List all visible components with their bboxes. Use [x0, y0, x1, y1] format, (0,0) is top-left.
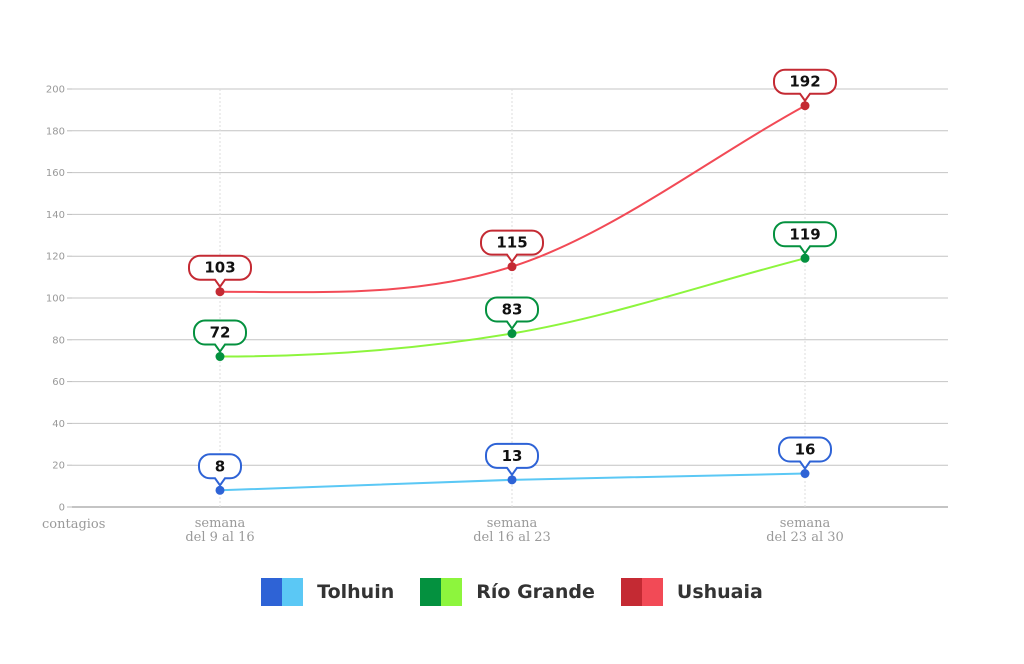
- data-label-bubble: [773, 221, 837, 256]
- y-tick-label: 80: [52, 335, 65, 346]
- y-tick-label: 200: [46, 85, 65, 96]
- legend-swatch: [420, 578, 463, 606]
- data-labels: 8 13 16 72 83 119 103 115 192: [188, 68, 837, 488]
- data-label-bubble: [485, 296, 539, 331]
- y-tick-label: 40: [52, 419, 65, 430]
- data-point: [215, 352, 225, 362]
- line-chart: 0 20 40 60 80 100 120 140 160 180 200 contagios se…: [42, 68, 948, 545]
- data-label: 119: [789, 225, 820, 243]
- legend-item-tolhuin[interactable]: Tolhuin: [261, 578, 394, 606]
- data-label: 115: [496, 234, 527, 252]
- data-label-bubble: [778, 436, 832, 471]
- data-label-bubble: [480, 229, 544, 264]
- data-label: 13: [502, 447, 523, 465]
- legend-item-ushuaia[interactable]: Ushuaia: [620, 578, 763, 606]
- data-label-bubble: [773, 68, 837, 103]
- series-lines: [215, 101, 810, 495]
- data-label: 103: [204, 259, 235, 277]
- data-label-bubble: [188, 254, 252, 289]
- data-point: [507, 329, 517, 339]
- x-tick-label: del 23 al 30: [766, 530, 844, 545]
- y-tick-label: 100: [46, 294, 65, 305]
- legend-item-rio-grande[interactable]: Río Grande: [420, 578, 595, 606]
- legend-swatch: [261, 578, 304, 606]
- legend-label: Tolhuin: [317, 581, 395, 603]
- x-tick-label: semana: [780, 516, 831, 531]
- data-label-bubble: [198, 453, 242, 488]
- y-axis: 0 20 40 60 80 100 120 140 160 180 200: [46, 85, 72, 514]
- y-tick-label: 160: [46, 168, 65, 179]
- x-tick-label: semana: [195, 516, 246, 531]
- data-label: 192: [789, 73, 820, 91]
- legend-label: Río Grande: [476, 581, 595, 603]
- data-label: 16: [795, 441, 816, 459]
- x-tick-label: del 9 al 16: [185, 530, 254, 545]
- y-tick-label: 60: [52, 377, 65, 388]
- x-tick-label: del 16 al 23: [473, 530, 551, 545]
- data-point: [800, 469, 810, 479]
- data-point: [215, 287, 225, 297]
- data-label: 83: [502, 301, 523, 319]
- data-point: [215, 485, 225, 495]
- y-axis-label: contagios: [42, 517, 105, 532]
- y-tick-label: 140: [46, 210, 65, 221]
- y-tick-label: 180: [46, 126, 65, 137]
- data-point: [507, 475, 517, 485]
- data-label: 72: [210, 324, 231, 342]
- y-tick-label: 120: [46, 252, 65, 263]
- legend-swatch: [620, 578, 663, 606]
- legend-label: Ushuaia: [676, 581, 763, 603]
- y-tick-label: 20: [52, 461, 65, 472]
- data-point: [800, 101, 810, 111]
- data-label: 8: [215, 457, 225, 475]
- data-point: [800, 253, 810, 263]
- data-label-bubble: [485, 442, 539, 477]
- legend: Tolhuin Río Grande Ushuaia: [0, 578, 1024, 606]
- x-tick-label: semana: [487, 516, 538, 531]
- y-tick-label: 0: [59, 503, 65, 514]
- data-point: [507, 262, 517, 272]
- data-label-bubble: [193, 319, 247, 354]
